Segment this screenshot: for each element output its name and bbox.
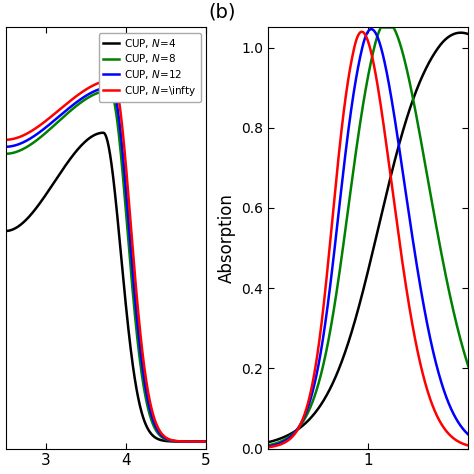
- Line: CUP, $\mathit{N}$=\infty: CUP, $\mathit{N}$=\infty: [6, 80, 206, 442]
- Line: CUP, $\mathit{N}$=12: CUP, $\mathit{N}$=12: [6, 87, 206, 442]
- CUP, $\mathit{N}$=\infty: [95, 81, 100, 86]
- CUP, $\mathit{N}$=8: [197, 439, 203, 445]
- CUP, $\mathit{N}$=12: [100, 85, 106, 91]
- CUP, $\mathit{N}$=12: [203, 439, 209, 445]
- CUP, $\mathit{N}$=12: [197, 439, 203, 445]
- CUP, $\mathit{N}$=12: [3, 144, 9, 150]
- CUP, $\mathit{N}$=8: [107, 88, 112, 93]
- CUP, $\mathit{N}$=4: [197, 439, 203, 445]
- CUP, $\mathit{N}$=8: [95, 90, 100, 96]
- CUP, $\mathit{N}$=12: [197, 439, 203, 445]
- CUP, $\mathit{N}$=\infty: [161, 433, 166, 438]
- CUP, $\mathit{N}$=4: [100, 130, 106, 136]
- CUP, $\mathit{N}$=\infty: [203, 439, 209, 445]
- CUP, $\mathit{N}$=8: [161, 435, 166, 441]
- CUP, $\mathit{N}$=4: [95, 131, 100, 137]
- CUP, $\mathit{N}$=12: [13, 142, 18, 148]
- CUP, $\mathit{N}$=12: [161, 434, 166, 440]
- CUP, $\mathit{N}$=\infty: [100, 79, 106, 84]
- CUP, $\mathit{N}$=8: [100, 89, 106, 94]
- CUP, $\mathit{N}$=4: [197, 439, 203, 445]
- Legend: CUP, $\mathit{N}$=4, CUP, $\mathit{N}$=8, CUP, $\mathit{N}$=12, CUP, $\mathit{N}: CUP, $\mathit{N}$=4, CUP, $\mathit{N}$=8…: [99, 33, 201, 102]
- CUP, $\mathit{N}$=4: [161, 438, 166, 444]
- CUP, $\mathit{N}$=\infty: [3, 137, 9, 143]
- CUP, $\mathit{N}$=\infty: [110, 77, 116, 83]
- CUP, $\mathit{N}$=4: [3, 228, 9, 234]
- Text: (b): (b): [208, 2, 236, 21]
- Line: CUP, $\mathit{N}$=4: CUP, $\mathit{N}$=4: [6, 133, 206, 442]
- Y-axis label: Absorption: Absorption: [218, 193, 236, 283]
- CUP, $\mathit{N}$=4: [203, 439, 209, 445]
- CUP, $\mathit{N}$=8: [203, 439, 209, 445]
- CUP, $\mathit{N}$=8: [13, 149, 18, 155]
- CUP, $\mathit{N}$=4: [100, 130, 106, 136]
- CUP, $\mathit{N}$=\infty: [13, 136, 18, 141]
- CUP, $\mathit{N}$=8: [197, 439, 203, 445]
- CUP, $\mathit{N}$=12: [95, 87, 100, 93]
- CUP, $\mathit{N}$=\infty: [197, 439, 203, 445]
- CUP, $\mathit{N}$=4: [13, 225, 18, 231]
- CUP, $\mathit{N}$=\infty: [197, 439, 203, 445]
- CUP, $\mathit{N}$=12: [109, 84, 114, 90]
- CUP, $\mathit{N}$=8: [3, 151, 9, 156]
- Line: CUP, $\mathit{N}$=8: CUP, $\mathit{N}$=8: [6, 91, 206, 442]
